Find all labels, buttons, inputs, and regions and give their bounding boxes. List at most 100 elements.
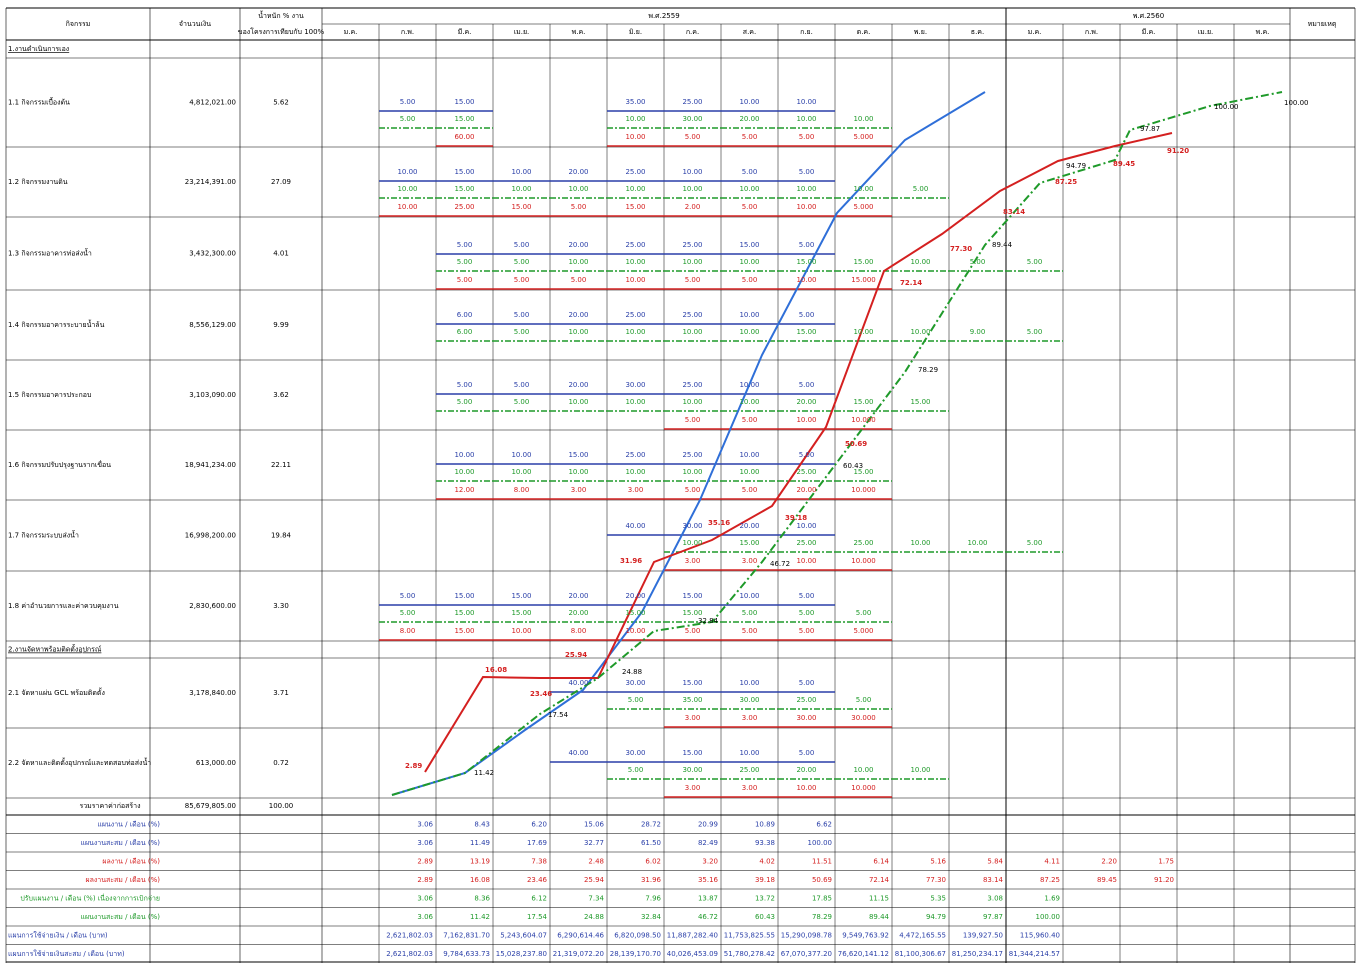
bar-value: 25.00 (625, 451, 645, 459)
curve-label: 89.44 (992, 241, 1013, 249)
summary-value: 89.45 (1097, 876, 1117, 884)
bar-value: 5.00 (742, 168, 758, 176)
bar-value: 5.00 (514, 258, 530, 266)
bar-value: 15.00 (454, 609, 474, 617)
bar-value: 10.00 (853, 328, 873, 336)
header-month: มิ.ย. (629, 28, 642, 36)
bar-value: 10.00 (739, 749, 759, 757)
bar-value: 2.00 (685, 203, 701, 211)
bar-value: 10.00 (853, 185, 873, 193)
summary-value: 60.43 (755, 913, 775, 921)
bar-value: 15.00 (454, 627, 474, 635)
item-amount: 3,178,840.00 (189, 689, 236, 697)
summary-value: 11.42 (470, 913, 490, 921)
header-month: เม.ย. (514, 28, 530, 36)
bar-value: 10.00 (511, 627, 531, 635)
item-label: 1.6 กิจกรรมปรับปรุงฐานรากเขื่อน (8, 460, 111, 469)
bar-value: 5.00 (628, 696, 644, 704)
bar-value: 15.00 (625, 609, 645, 617)
bar-value: 8.00 (514, 486, 530, 494)
bar-value: 10.00 (796, 784, 816, 792)
bar-value: 10.000 (851, 486, 876, 494)
summary-value: 91.20 (1154, 876, 1174, 884)
bar-value: 10.00 (625, 627, 645, 635)
header-month: ม.ค. (344, 28, 358, 36)
summary-value: 5.35 (930, 894, 946, 902)
item-amount: 23,214,391.00 (185, 178, 236, 186)
bar-value: 3.00 (685, 714, 701, 722)
bar-value: 10.00 (568, 468, 588, 476)
total-amount: 85,679,805.00 (185, 802, 236, 810)
bar-value: 15.00 (511, 592, 531, 600)
bar-value: 5.00 (799, 679, 815, 687)
header-weight: ของโครงการเทียบกับ 100% (238, 27, 325, 36)
bar-value: 25.00 (682, 98, 702, 106)
bar-value: 15.00 (568, 451, 588, 459)
bar-value: 10.00 (739, 381, 759, 389)
bar-value: 10.000 (851, 416, 876, 424)
summary-value: 20.99 (698, 820, 718, 828)
bar-value: 10.00 (796, 276, 816, 284)
bar-value: 15.00 (625, 203, 645, 211)
bar-value: 10.00 (739, 451, 759, 459)
item-amount: 16,998,200.00 (185, 532, 236, 540)
curve-label: 25.94 (565, 651, 587, 659)
bar-value: 15.00 (454, 98, 474, 106)
item-amount: 8,556,129.00 (189, 321, 236, 329)
summary-value: 97.87 (983, 913, 1003, 921)
bar-value: 10.00 (625, 185, 645, 193)
bar-value: 10.000 (851, 784, 876, 792)
bar-value: 10.00 (739, 468, 759, 476)
bar-value: 20.00 (568, 241, 588, 249)
summary-value: 5,243,604.07 (500, 931, 547, 939)
adjusted-curve (391, 91, 1283, 796)
bar-value: 25.00 (739, 766, 759, 774)
bar-value: 10.00 (796, 416, 816, 424)
curve-label: 32.84 (698, 617, 719, 625)
bar-value: 15.00 (739, 241, 759, 249)
summary-value: 3.06 (417, 913, 433, 921)
item-weight: 4.01 (273, 250, 289, 258)
bar-value: 8.00 (400, 627, 416, 635)
curve-label: 46.72 (770, 560, 790, 568)
curve-label: 78.29 (918, 366, 938, 374)
summary-value: 11.51 (812, 857, 832, 865)
bar-value: 10.00 (739, 185, 759, 193)
bar-value: 10.00 (739, 258, 759, 266)
bar-value: 8.00 (571, 627, 587, 635)
summary-value: 40,026,453.09 (667, 950, 718, 958)
bar-value: 30.00 (625, 749, 645, 757)
bar-value: 5.00 (856, 609, 872, 617)
bar-value: 30.00 (739, 696, 759, 704)
summary-value: 32.84 (641, 913, 662, 921)
bar-value: 15.00 (454, 592, 474, 600)
bar-value: 10.00 (568, 185, 588, 193)
header-amount: จำนวนเงิน (179, 20, 211, 28)
labels: กิจกรรม จำนวนเงิน น้ำหนัก % งานของโครงการเ… (8, 9, 1337, 958)
curve-label: 89.45 (1113, 160, 1135, 168)
summary-value: 3.06 (417, 820, 433, 828)
summary-value: 31.96 (641, 876, 662, 884)
bar-value: 10.00 (796, 115, 816, 123)
bar-value: 25.00 (853, 539, 873, 547)
bar-value: 5.00 (457, 398, 473, 406)
curve-label: 23.46 (530, 690, 552, 698)
curve-label: 60.43 (843, 462, 863, 470)
bar-value: 5.00 (400, 115, 416, 123)
summary-value: 87.25 (1040, 876, 1060, 884)
summary-value: 3.20 (702, 857, 718, 865)
bar-value: 20.00 (739, 115, 759, 123)
bar-value: 25.00 (454, 203, 474, 211)
summary-label: ปรับแผนงาน / เดือน (%) เนื่องจากการเบิกจ… (20, 893, 160, 902)
curve-label: 100.00 (1214, 103, 1239, 111)
bar-value: 30.00 (625, 679, 645, 687)
summary-value: 51,780,278.42 (724, 950, 775, 958)
bar-value: 10.00 (739, 679, 759, 687)
item-label: 1.8 ค่าอำนวยการและค่าควบคุมงาน (8, 602, 119, 610)
bar-value: 20.00 (796, 766, 816, 774)
summary-value: 9,784,633.73 (443, 950, 490, 958)
bar-value: 5.00 (799, 311, 815, 319)
bar-value: 5.00 (400, 98, 416, 106)
bar-value: 10.00 (454, 468, 474, 476)
